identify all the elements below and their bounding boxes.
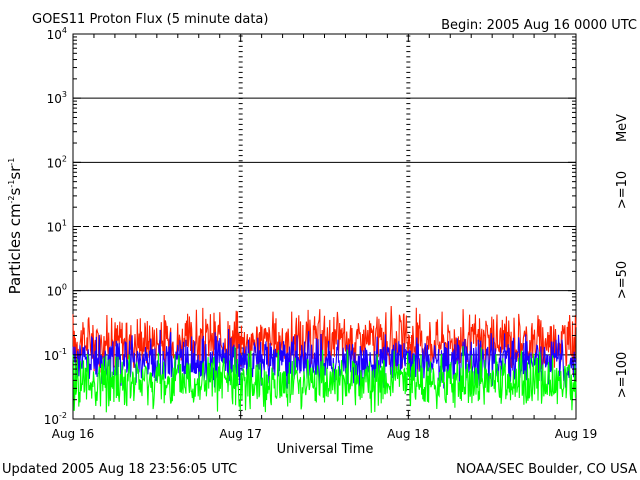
y-tick-exponent: 2 [62, 154, 67, 163]
y-tick-base: 10 [47, 285, 62, 299]
x-tick-label: Aug 16 [52, 427, 95, 441]
series-layer [72, 305, 577, 413]
y-tick-base: 10 [47, 28, 62, 42]
y-tick-exponent: 0 [62, 283, 67, 292]
series-line-0 [72, 305, 577, 375]
y-tick-exponent: 3 [62, 90, 67, 99]
legend-ge10: >=10 [615, 171, 630, 209]
x-tick-label: Aug 19 [555, 427, 598, 441]
y-tick-label: 10-2 [44, 411, 67, 427]
x-axis-ticks: Aug 16 Aug 17 Aug 18 Aug 19 [52, 34, 598, 441]
x-axis-label: Universal Time [277, 442, 374, 457]
y-tick-base: 10 [47, 156, 62, 170]
x-tick-label: Aug 18 [387, 427, 430, 441]
y-tick-label: 10-1 [44, 347, 67, 363]
y-tick-base: 10 [47, 221, 62, 235]
y-tick-label: 100 [47, 283, 67, 299]
y-tick-exponent: -2 [59, 411, 67, 420]
x-tick-label: Aug 17 [219, 427, 262, 441]
y-tick-label: 104 [47, 26, 67, 42]
y-tick-label: 103 [47, 90, 67, 106]
y-tick-base: 10 [47, 92, 62, 106]
updated-timestamp: Updated 2005 Aug 18 23:56:05 UTC [2, 462, 237, 477]
y-tick-label: 101 [47, 219, 67, 235]
y-tick-exponent: -1 [59, 347, 67, 356]
legend-ge50: >=50 [615, 261, 630, 299]
legend-ge100: >=100 [615, 352, 630, 399]
y-axis-label: Particles cm-2s-1sr-1 [6, 158, 24, 295]
begin-date: Begin: 2005 Aug 16 0000 UTC [441, 18, 637, 33]
series-line-2 [72, 346, 577, 413]
y-tick-base: 10 [44, 413, 59, 427]
y-tick-exponent: 1 [62, 219, 67, 228]
data-source: NOAA/SEC Boulder, CO USA [456, 462, 637, 477]
energy-unit-label: MeV [615, 114, 630, 142]
chart-title: GOES11 Proton Flux (5 minute data) [32, 12, 268, 27]
y-tick-base: 10 [44, 349, 59, 363]
y-tick-label: 102 [47, 154, 67, 170]
y-tick-exponent: 4 [62, 26, 67, 35]
